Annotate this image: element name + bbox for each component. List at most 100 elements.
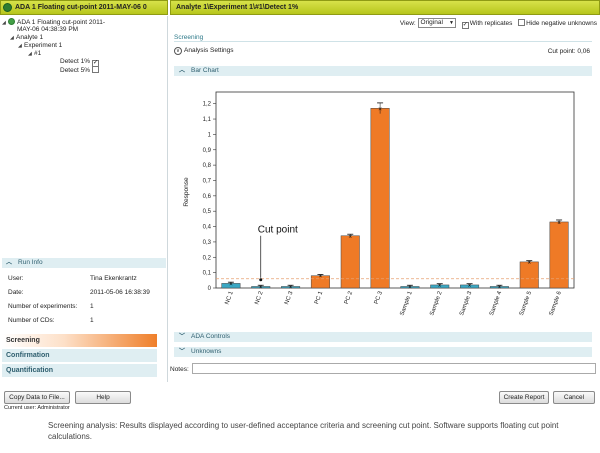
bar — [549, 221, 569, 289]
replicate-marker: × — [408, 284, 412, 290]
unknowns-header[interactable]: ﹀ Unknowns — [174, 347, 592, 357]
chevron-down-icon: ﹀ — [179, 349, 186, 355]
x-tick-label: NC 1 — [224, 290, 235, 306]
copy-data-button[interactable]: Copy Data to File... — [4, 391, 70, 404]
x-tick-label: Sample 2 — [429, 290, 444, 316]
y-tick-label: 0,4 — [203, 225, 212, 231]
with-replicates-checkbox[interactable]: ✓ — [461, 22, 469, 29]
expand-circle-icon: ∨ — [174, 47, 182, 55]
tree-root-label-line2: MAY-06 04:38:39 PM — [2, 26, 166, 34]
replicate-marker: × — [348, 234, 352, 240]
unknowns-label: Unknowns — [191, 348, 222, 355]
run-tree: ◢ ADA 1 Floating cut-point 2011- MAY-06 0… — [2, 18, 166, 74]
divider — [174, 41, 592, 42]
tree-node-detect5[interactable]: Detect 5% — [2, 66, 166, 74]
tree-node-experiment[interactable]: ◢ Experiment 1 — [2, 42, 166, 50]
ada-controls-label: ADA Controls — [191, 333, 231, 340]
x-tick-label: Sample 5 — [519, 290, 534, 316]
annotation-dot — [259, 278, 263, 282]
navigator-panel: ◢ ADA 1 Floating cut-point 2011- MAY-06 0… — [0, 16, 168, 382]
bar-chart-label: Bar Chart — [191, 67, 219, 74]
analysis-settings-toggle[interactable]: ∨ Analysis Settings — [174, 46, 234, 56]
x-tick-label: NC 3 — [284, 290, 295, 306]
replicate-marker: × — [318, 274, 322, 280]
detect1-label: Detect 1% — [60, 58, 90, 65]
notes-input[interactable] — [192, 363, 596, 374]
notes-label: Notes: — [170, 366, 189, 373]
info-value-experiments: 1 — [90, 303, 94, 310]
tree-node-run[interactable]: ◢ #1 — [2, 50, 166, 58]
tree-experiment-label: Experiment 1 — [24, 42, 63, 49]
nav-confirmation[interactable]: Confirmation — [2, 349, 157, 363]
tree-root-date: MAY-06 04:38:39 PM — [17, 26, 79, 33]
detect5-label: Detect 5% — [60, 67, 90, 74]
x-tick-label: Sample 3 — [459, 290, 474, 316]
x-tick-label: Sample 6 — [549, 290, 564, 316]
run-info-header[interactable]: ︿ Run Info — [2, 258, 166, 268]
collapse-triangle-icon[interactable]: ◢ — [18, 43, 22, 49]
tree-root-label: ADA 1 Floating cut-point 2011- — [17, 19, 106, 26]
info-value-user: Tina Ekenkrantz — [90, 275, 137, 282]
y-tick-label: 0,1 — [203, 271, 212, 277]
tree-node-detect1[interactable]: Detect 1% ✓ — [2, 58, 166, 67]
view-toolbar: View: Original ▼ ✓ With replicates Hide ne… — [400, 18, 597, 30]
ada-controls-header[interactable]: ﹀ ADA Controls — [174, 332, 592, 342]
view-label: View: — [399, 20, 416, 27]
y-tick-label: 0,7 — [203, 178, 212, 184]
info-label-user: User: — [8, 275, 24, 282]
chevron-up-icon: ︿ — [6, 260, 13, 266]
bar-chart-header[interactable]: ︿ Bar Chart — [174, 66, 592, 76]
cancel-button[interactable]: Cancel — [553, 391, 595, 404]
run-info-title: Run Info — [18, 259, 43, 266]
bar-chart: 0 0,1 0,2 0,3 0,4 0,5 0,6 0,7 0,8 0,9 1 1,1 1,2 Respo… — [174, 78, 592, 340]
y-tick-label: 0,3 — [203, 240, 212, 246]
info-value-cds: 1 — [90, 317, 94, 324]
detect5-checkbox[interactable] — [92, 66, 99, 73]
hide-negative-checkbox[interactable] — [518, 19, 526, 26]
y-tick-label: 0,2 — [203, 255, 212, 261]
replicate-marker: × — [288, 284, 292, 290]
replicate-marker: × — [259, 284, 263, 290]
nav-screening[interactable]: Screening — [2, 334, 157, 348]
y-axis-label: Response — [183, 177, 190, 207]
navigator-title-bar: ADA 1 Floating cut-point 2011-MAY-06 0 — [0, 0, 168, 15]
collapse-triangle-icon[interactable]: ◢ — [2, 20, 6, 26]
chevron-up-icon: ︿ — [179, 68, 186, 74]
y-tick-label: 1,1 — [203, 117, 212, 123]
bar — [340, 235, 360, 289]
current-user: Current user: Administrator — [4, 405, 70, 411]
nav-quantification[interactable]: Quantification — [2, 364, 157, 378]
y-tick-label: 1,2 — [203, 102, 212, 108]
help-button[interactable]: Help — [75, 391, 131, 404]
y-tick-label: 0 — [208, 286, 212, 292]
x-tick-label: Sample 4 — [489, 290, 504, 316]
create-report-button[interactable]: Create Report — [499, 391, 549, 404]
info-value-date: 2011-05-06 16:38:39 — [90, 289, 150, 296]
chevron-down-icon: ﹀ — [179, 334, 186, 340]
cut-point-value: Cut point: 0,06 — [547, 48, 590, 55]
view-select[interactable]: Original ▼ — [417, 18, 456, 29]
y-tick-label: 0,9 — [203, 148, 212, 154]
y-tick-label: 1 — [208, 132, 212, 138]
y-tick-label: 0,5 — [203, 209, 212, 215]
with-replicates-label: With replicates — [469, 20, 513, 27]
collapse-triangle-icon[interactable]: ◢ — [10, 35, 14, 41]
replicate-marker: × — [229, 281, 233, 287]
cut-point-annotation: Cut point — [258, 225, 298, 236]
x-tick-label: PC 1 — [314, 290, 324, 305]
tree-node-analyte[interactable]: ◢ Analyte 1 — [2, 34, 166, 42]
chevron-down-icon: ▼ — [448, 20, 454, 27]
caption: Screening analysis: Results displayed ac… — [48, 421, 559, 441]
tree-node-root[interactable]: ◢ ADA 1 Floating cut-point 2011- — [2, 18, 166, 26]
collapse-triangle-icon[interactable]: ◢ — [28, 51, 32, 57]
replicate-marker: × — [438, 283, 442, 289]
info-label-cds: Number of CDs: — [8, 317, 55, 324]
replicate-marker: × — [527, 260, 531, 266]
x-tick-label: PC 3 — [374, 290, 384, 305]
bar — [370, 108, 390, 289]
view-select-value: Original — [420, 19, 443, 27]
info-label-date: Date: — [8, 289, 24, 296]
navigator-title: ADA 1 Floating cut-point 2011-MAY-06 0 — [15, 4, 147, 11]
x-tick-label: PC 2 — [344, 290, 354, 305]
info-label-experiments: Number of experiments: — [8, 303, 78, 310]
